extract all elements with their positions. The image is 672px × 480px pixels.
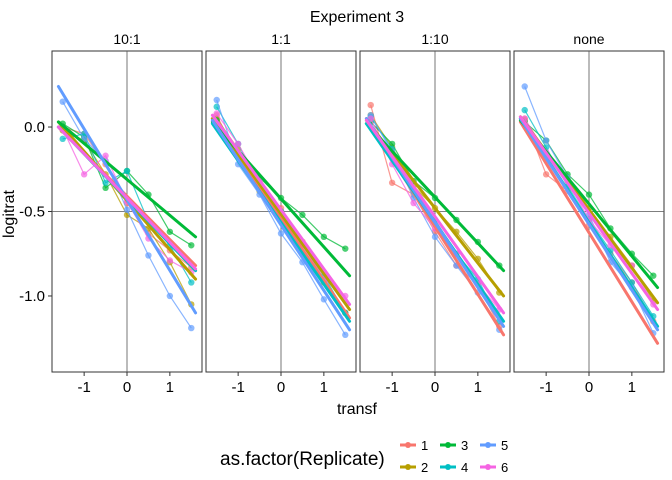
data-point-3 bbox=[388, 140, 396, 148]
fit-line-6 bbox=[210, 113, 352, 306]
data-point-6 bbox=[213, 110, 220, 117]
data-point-5 bbox=[188, 324, 195, 332]
facet-panel-0: 10:1 -1 0 1 bbox=[51, 31, 203, 396]
legend-title: as.factor(Replicate) bbox=[220, 449, 385, 470]
data-point-6 bbox=[102, 152, 109, 159]
fit-line-5 bbox=[518, 117, 660, 332]
data-point-4 bbox=[521, 106, 528, 114]
fit-line-6 bbox=[518, 115, 660, 311]
y-axis: 0.0 -0.5 -1.0 bbox=[19, 119, 52, 305]
chart-title: Experiment 3 bbox=[310, 9, 404, 26]
legend-key-point bbox=[405, 464, 411, 470]
facet-strip-label: none bbox=[573, 31, 604, 47]
legend-entry-1: 1 bbox=[400, 438, 428, 453]
legend-key-point bbox=[405, 442, 411, 448]
facet-panels: 10:1 -1 0 1 1:1 -1 0 1 1:10 -1 0 1 none -1 0 1 bbox=[51, 31, 665, 396]
data-point-3 bbox=[166, 228, 174, 235]
x-tick-label: 0 bbox=[123, 379, 131, 396]
x-tick-label: 1 bbox=[474, 379, 482, 396]
legend-key-point bbox=[445, 464, 451, 470]
fit-line-1 bbox=[518, 120, 660, 345]
data-point-5 bbox=[320, 296, 328, 303]
x-tick-label: 1 bbox=[166, 379, 174, 396]
legend-label: 6 bbox=[501, 460, 508, 475]
x-tick-label: 1 bbox=[628, 379, 636, 396]
x-tick-label: 1 bbox=[320, 379, 328, 396]
legend-label: 2 bbox=[421, 460, 428, 475]
x-tick-label: -1 bbox=[385, 379, 398, 396]
legend-entry-3: 3 bbox=[440, 438, 468, 453]
data-point-6 bbox=[410, 199, 417, 207]
data-point-3 bbox=[650, 272, 657, 279]
legend-entry-2: 2 bbox=[400, 460, 428, 475]
x-tick-label: -1 bbox=[77, 379, 90, 396]
x-tick-label: 0 bbox=[277, 379, 285, 396]
data-point-5 bbox=[431, 233, 439, 241]
fit-line-5 bbox=[210, 118, 352, 332]
facet-panel-2: 1:10 -1 0 1 bbox=[359, 31, 511, 396]
legend-key-point bbox=[445, 442, 451, 448]
facet-panel-3: none -1 0 1 bbox=[513, 31, 665, 396]
legend-label: 3 bbox=[461, 438, 468, 453]
x-tick-label: -1 bbox=[231, 379, 244, 396]
y-axis-label: logitrat bbox=[1, 189, 18, 238]
facet-strip-label: 10:1 bbox=[113, 31, 140, 47]
data-point-6 bbox=[234, 140, 242, 148]
legend-entry-4: 4 bbox=[440, 460, 468, 475]
data-point-5 bbox=[342, 331, 349, 339]
legend-key-point bbox=[485, 442, 491, 448]
fit-line-3 bbox=[56, 120, 198, 239]
data-point-5 bbox=[123, 206, 131, 214]
data-point-1 bbox=[388, 179, 396, 186]
data-point-5 bbox=[521, 83, 528, 90]
x-tick-label: 0 bbox=[585, 379, 593, 396]
data-point-6 bbox=[166, 257, 174, 264]
data-point-5 bbox=[166, 292, 174, 300]
data-point-1 bbox=[542, 171, 550, 178]
legend-key-point bbox=[485, 464, 491, 470]
fit-line-6 bbox=[56, 125, 198, 271]
data-point-4 bbox=[123, 167, 131, 175]
data-point-1 bbox=[367, 101, 374, 109]
legend-entry-5: 5 bbox=[480, 438, 508, 453]
data-point-4 bbox=[188, 279, 195, 286]
facet-strip-label: 1:10 bbox=[421, 31, 448, 47]
x-tick-label: 0 bbox=[431, 379, 439, 396]
legend-label: 1 bbox=[421, 438, 428, 453]
fit-line-6 bbox=[364, 118, 506, 315]
legend-entry-6: 6 bbox=[480, 460, 508, 475]
legend-label: 5 bbox=[501, 438, 508, 453]
data-point-3 bbox=[320, 233, 328, 241]
data-point-3 bbox=[299, 211, 306, 219]
data-point-6 bbox=[80, 171, 88, 178]
legend-label: 4 bbox=[461, 460, 468, 475]
data-point-3 bbox=[188, 242, 195, 249]
data-point-3 bbox=[342, 245, 349, 252]
fit-line-3 bbox=[364, 122, 506, 273]
x-tick-label: -1 bbox=[539, 379, 552, 396]
data-point-5 bbox=[213, 96, 220, 104]
data-point-3 bbox=[585, 191, 593, 198]
data-point-4 bbox=[59, 135, 66, 143]
y-tick-label: -0.5 bbox=[19, 204, 45, 221]
y-tick-label: 0.0 bbox=[24, 119, 45, 136]
fit-line-2 bbox=[210, 117, 352, 311]
data-point-3 bbox=[102, 184, 109, 192]
data-point-5 bbox=[542, 137, 550, 144]
x-axis-label: transf bbox=[337, 401, 378, 418]
data-point-5 bbox=[277, 230, 285, 237]
data-point-4 bbox=[102, 179, 109, 186]
data-point-5 bbox=[59, 98, 66, 105]
legend: as.factor(Replicate) 1 2 3 4 5 6 bbox=[220, 438, 508, 475]
facet-strip-label: 1:1 bbox=[271, 31, 291, 47]
data-point-5 bbox=[145, 252, 152, 259]
y-tick-label: -1.0 bbox=[19, 288, 45, 305]
facet-panel-1: 1:1 -1 0 1 bbox=[205, 31, 357, 396]
